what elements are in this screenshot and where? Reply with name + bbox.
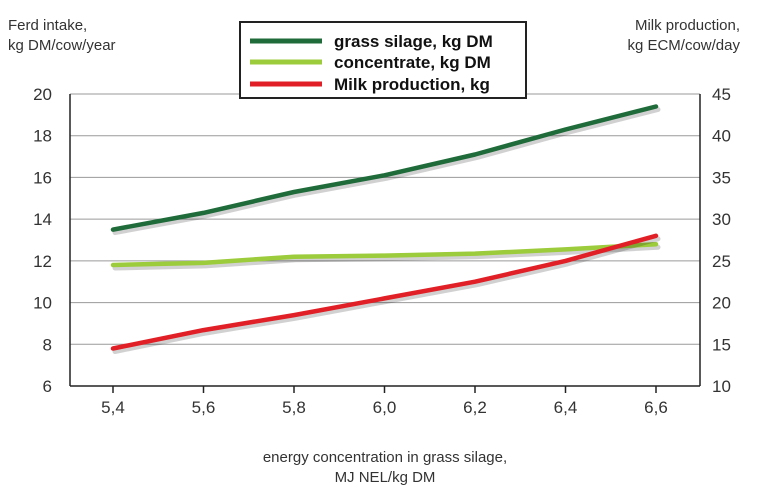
- x-tick-label-2: 5,8: [282, 398, 306, 417]
- tick-labels: 6 8 10 12 14 16 18 20 10 15 20 25 30 35 40 45 5,4 5,6 5,8 6…: [33, 85, 731, 417]
- legend: grass silage, kg DM concentrate, kg DM M…: [239, 21, 527, 99]
- x-tick-label-5: 6,4: [554, 398, 578, 417]
- x-tick-label-4: 6,2: [463, 398, 487, 417]
- x-axis-title-line1: energy concentration in grass silage,: [263, 449, 507, 466]
- series-lines: [110, 104, 661, 354]
- left-tick-label-14: 14: [33, 210, 52, 229]
- series-shadow-concentrate-kg-dm: [112, 244, 661, 271]
- series-line-concentrate-kg-dm: [110, 241, 659, 268]
- legend-label-concentrate: concentrate, kg DM: [334, 53, 491, 72]
- right-axis-title-line2: kg ECM/cow/day: [627, 37, 740, 54]
- right-tick-label-15: 15: [712, 335, 731, 354]
- x-tick-label-1: 5,6: [192, 398, 216, 417]
- series-shadow-milk-production-kg: [112, 236, 661, 354]
- left-tick-label-8: 8: [43, 335, 52, 354]
- legend-label-grass-silage: grass silage, kg DM: [334, 32, 493, 51]
- right-tick-label-45: 45: [712, 85, 731, 104]
- x-tick-label-0: 5,4: [101, 398, 125, 417]
- left-axis-title-line1: Ferd intake,: [8, 17, 87, 34]
- x-axis-title-line2: MJ NEL/kg DM: [335, 469, 436, 486]
- left-tick-label-16: 16: [33, 168, 52, 187]
- x-tick-label-3: 6,0: [373, 398, 397, 417]
- right-tick-label-20: 20: [712, 294, 731, 313]
- left-tick-label-6: 6: [43, 377, 52, 396]
- left-tick-label-18: 18: [33, 127, 52, 146]
- left-tick-label-10: 10: [33, 294, 52, 313]
- right-tick-label-10: 10: [712, 377, 731, 396]
- right-tick-label-25: 25: [712, 252, 731, 271]
- series-line-grass-silage-kg-dm: [110, 104, 659, 232]
- series-shadow-grass-silage-kg-dm: [112, 107, 661, 236]
- right-axis-title-line1: Milk production,: [635, 17, 740, 34]
- left-tick-label-12: 12: [33, 252, 52, 271]
- x-tick-label-6: 6,6: [644, 398, 668, 417]
- left-axis-title-line2: kg DM/cow/year: [8, 37, 116, 54]
- right-tick-label-30: 30: [712, 210, 731, 229]
- left-tick-label-20: 20: [33, 85, 52, 104]
- axes: [69, 94, 701, 393]
- legend-label-milk-production: Milk production, kg: [334, 75, 490, 94]
- right-tick-label-35: 35: [712, 168, 731, 187]
- right-tick-label-40: 40: [712, 127, 731, 146]
